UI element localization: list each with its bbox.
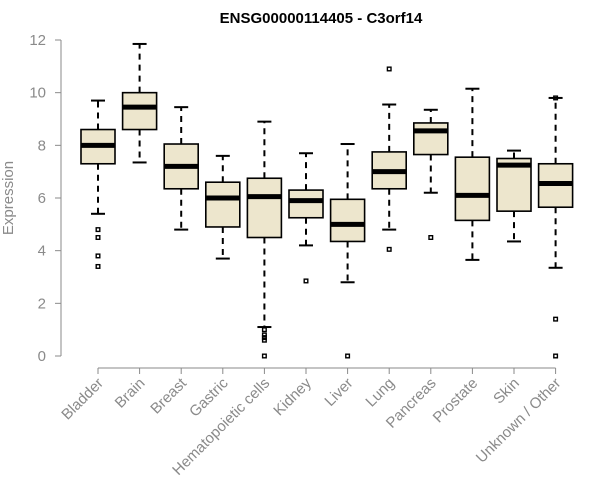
outlier-point bbox=[261, 327, 267, 333]
x-tick-label: Kidney bbox=[270, 374, 315, 419]
x-tick-label: Skin bbox=[490, 375, 523, 408]
box-group bbox=[454, 87, 491, 261]
y-tick-label: 0 bbox=[38, 348, 46, 365]
box-iqr bbox=[288, 189, 324, 219]
y-axis-label: Expression bbox=[0, 161, 17, 235]
box-group bbox=[371, 66, 408, 252]
box-iqr bbox=[246, 177, 283, 239]
y-tick-label: 4 bbox=[38, 243, 46, 260]
outlier-point bbox=[553, 316, 559, 322]
box-group bbox=[246, 120, 283, 359]
box-group bbox=[496, 149, 532, 243]
outlier-point bbox=[261, 332, 267, 338]
x-tick-label: Prostate bbox=[430, 375, 482, 427]
outlier-point bbox=[95, 234, 101, 240]
box-group bbox=[288, 152, 324, 284]
outlier-point bbox=[261, 337, 267, 343]
y-tick-label: 10 bbox=[29, 85, 46, 102]
box-iqr bbox=[121, 91, 158, 131]
outlier-point bbox=[345, 353, 351, 359]
box-iqr bbox=[329, 198, 366, 243]
chart-title: ENSG00000114405 - C3orf14 bbox=[220, 10, 423, 27]
outlier-point bbox=[553, 95, 559, 101]
x-tick-label: Brain bbox=[112, 375, 149, 412]
x-tick-label: Lung bbox=[362, 375, 398, 411]
outlier-point bbox=[386, 246, 392, 252]
outlier-point bbox=[95, 263, 101, 269]
box-group bbox=[163, 106, 199, 231]
outlier-point bbox=[428, 234, 434, 240]
outlier-point bbox=[553, 353, 559, 359]
outlier-point bbox=[261, 335, 267, 341]
box-group bbox=[412, 108, 449, 240]
y-tick-label: 12 bbox=[29, 32, 46, 49]
x-tick-label: Breast bbox=[147, 374, 190, 417]
box-group bbox=[329, 143, 366, 359]
outlier-point bbox=[95, 227, 101, 233]
y-tick-label: 2 bbox=[38, 295, 46, 312]
outlier-point bbox=[261, 353, 267, 359]
box-group bbox=[121, 42, 158, 164]
plot-area bbox=[80, 42, 574, 359]
box-iqr bbox=[205, 181, 241, 228]
outlier-point bbox=[303, 278, 309, 284]
box-group bbox=[205, 154, 241, 260]
y-tick-label: 8 bbox=[38, 137, 46, 154]
box-iqr bbox=[412, 122, 449, 156]
x-tick-label: Liver bbox=[321, 375, 356, 410]
outlier-point bbox=[95, 253, 101, 259]
box-iqr bbox=[454, 156, 491, 222]
box-group bbox=[537, 95, 574, 359]
x-tick-label: Bladder bbox=[58, 375, 107, 424]
box-group bbox=[80, 99, 116, 269]
y-tick-label: 6 bbox=[38, 190, 46, 207]
outlier-point bbox=[386, 66, 392, 72]
y-axis: 0 2 4 6 8 10 12 bbox=[29, 32, 62, 365]
